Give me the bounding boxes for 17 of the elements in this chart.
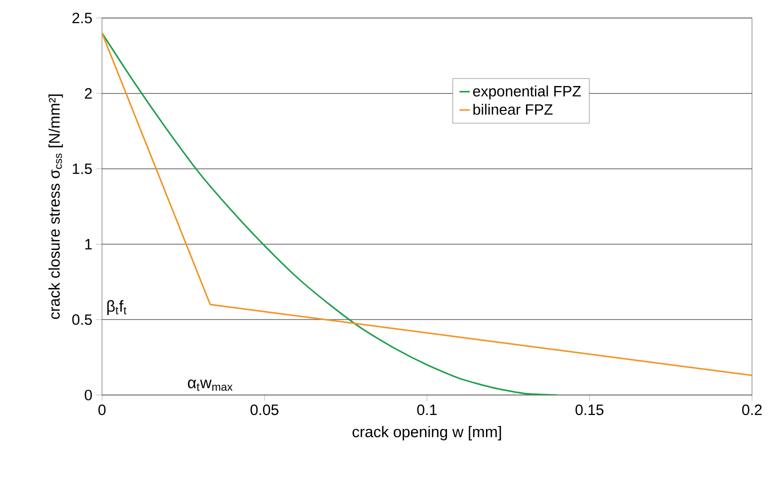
y-tick-label: 0.5	[72, 314, 92, 325]
y-tick-label: 2	[84, 88, 92, 99]
y-tick-label: 1.5	[72, 164, 92, 174]
annotation: β$_{t}$f$_{t}$	[107, 300, 126, 315]
y-tick-label: 0	[84, 390, 92, 400]
y-tick-label: 2.5	[72, 12, 92, 24]
x-tick-label: 0.05	[250, 404, 278, 416]
x-tick-label: 0.15	[576, 404, 604, 416]
legend-label: bilinear FPZ	[473, 104, 553, 115]
x-tick-label: 0.2	[742, 404, 762, 416]
x-tick-label: 0	[98, 404, 106, 416]
y-tick-label: 1	[85, 239, 92, 250]
legend-label: exponential FPZ	[473, 86, 581, 100]
annotation: α$_{t}$w$_{max}$	[188, 380, 233, 391]
x-tick-label: 0.1	[417, 404, 437, 416]
y-axis-title: crack closure stress σ$_{css}$ [N/mm²]	[48, 94, 63, 319]
x-axis-title: crack opening w [mm]	[352, 426, 501, 440]
